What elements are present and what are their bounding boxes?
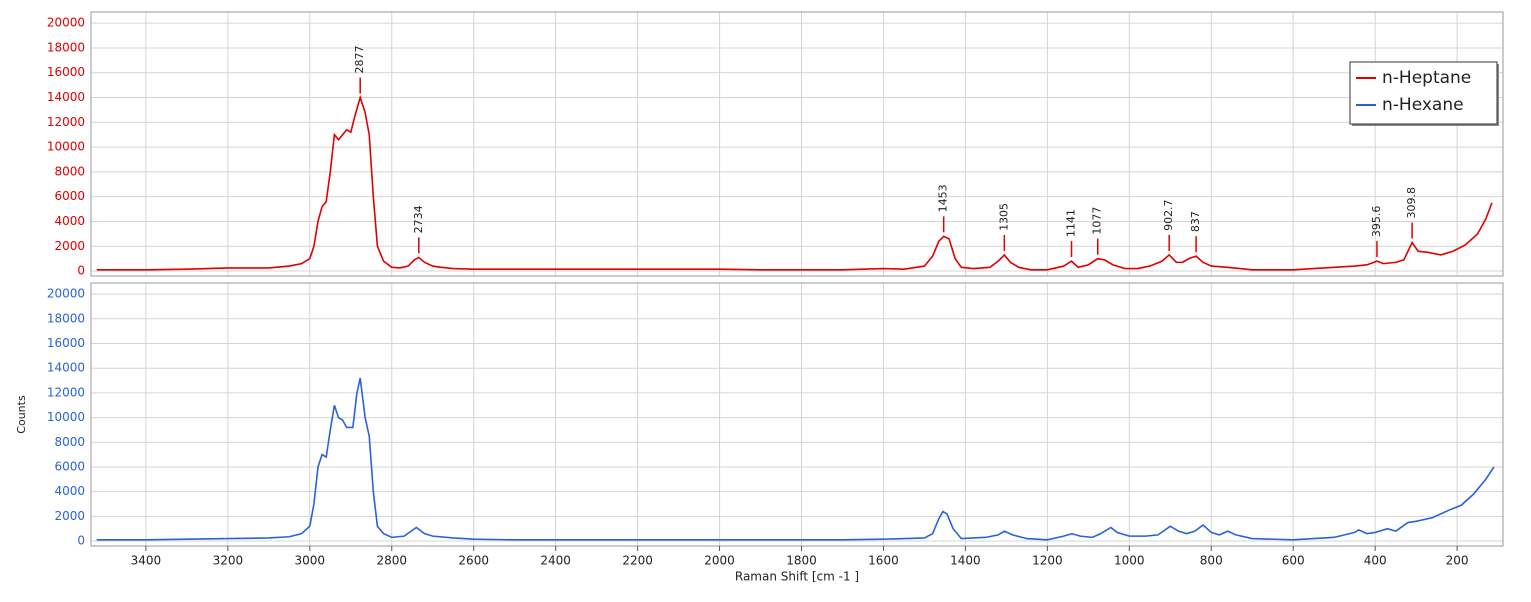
x-tick-label: 1000 (1114, 554, 1145, 568)
y-tick-label: 6000 (54, 189, 85, 203)
y-tick-label: 8000 (54, 435, 85, 449)
plot-frame (90, 282, 1504, 547)
y-tick-label: 18000 (47, 311, 85, 325)
x-tick-label: 800 (1200, 554, 1223, 568)
x-tick-label: 2800 (376, 554, 407, 568)
y-tick-label: 2000 (54, 509, 85, 523)
peak-label: 309.8 (1405, 187, 1418, 219)
spectrum-line (96, 377, 1495, 541)
y-tick-label: 4000 (54, 214, 85, 228)
x-tick-label: 3200 (213, 554, 244, 568)
legend-box (1349, 61, 1498, 125)
y-tick-label: 18000 (47, 40, 85, 54)
peak-label: 2877 (353, 46, 366, 74)
y-tick-label: 6000 (54, 459, 85, 473)
peak-label: 1453 (937, 184, 950, 212)
y-tick-label: 4000 (54, 484, 85, 498)
y-tick-label: 20000 (47, 287, 85, 301)
x-tick-label: 2400 (540, 554, 571, 568)
x-tick-label: 2200 (622, 554, 653, 568)
peak-label: 395.6 (1370, 206, 1383, 238)
x-tick-label: 2600 (458, 554, 489, 568)
x-axis-label: Raman Shift [cm -1 ] (735, 570, 859, 584)
peak-label: 837 (1189, 211, 1202, 232)
x-tick-label: 1200 (1032, 554, 1063, 568)
y-tick-label: 16000 (47, 336, 85, 350)
peak-label: 2734 (412, 205, 425, 233)
x-tick-label: 2000 (704, 554, 735, 568)
y-axis-label: Counts (15, 395, 28, 434)
y-tick-label: 16000 (47, 65, 85, 79)
x-tick-label: 400 (1364, 554, 1387, 568)
x-tick-label: 1400 (950, 554, 981, 568)
spectrum-line (96, 94, 1493, 271)
y-tick-label: 12000 (47, 115, 85, 129)
y-tick-label: 10000 (47, 410, 85, 424)
y-tick-label: 2000 (54, 239, 85, 253)
x-tick-label: 1800 (786, 554, 817, 568)
x-tick-label: 200 (1446, 554, 1469, 568)
x-tick-label: 600 (1282, 554, 1305, 568)
y-tick-label: 8000 (54, 164, 85, 178)
peak-label: 1305 (997, 203, 1010, 231)
y-tick-label: 0 (77, 264, 85, 278)
y-tick-label: 10000 (47, 140, 85, 154)
y-tick-label: 14000 (47, 361, 85, 375)
x-tick-label: 3400 (131, 554, 162, 568)
y-tick-label: 20000 (47, 16, 85, 30)
peak-label: 1141 (1065, 209, 1078, 237)
y-tick-label: 14000 (47, 90, 85, 104)
legend-label: n-Heptane (1382, 68, 1471, 88)
peak-label: 1077 (1091, 207, 1104, 235)
x-tick-label: 3000 (295, 554, 326, 568)
legend-label: n-Hexane (1382, 95, 1464, 115)
x-tick-label: 1600 (868, 554, 899, 568)
y-tick-label: 0 (77, 534, 85, 548)
y-tick-label: 12000 (47, 385, 85, 399)
peak-label: 902.7 (1162, 199, 1175, 231)
plot-frame (90, 11, 1504, 277)
